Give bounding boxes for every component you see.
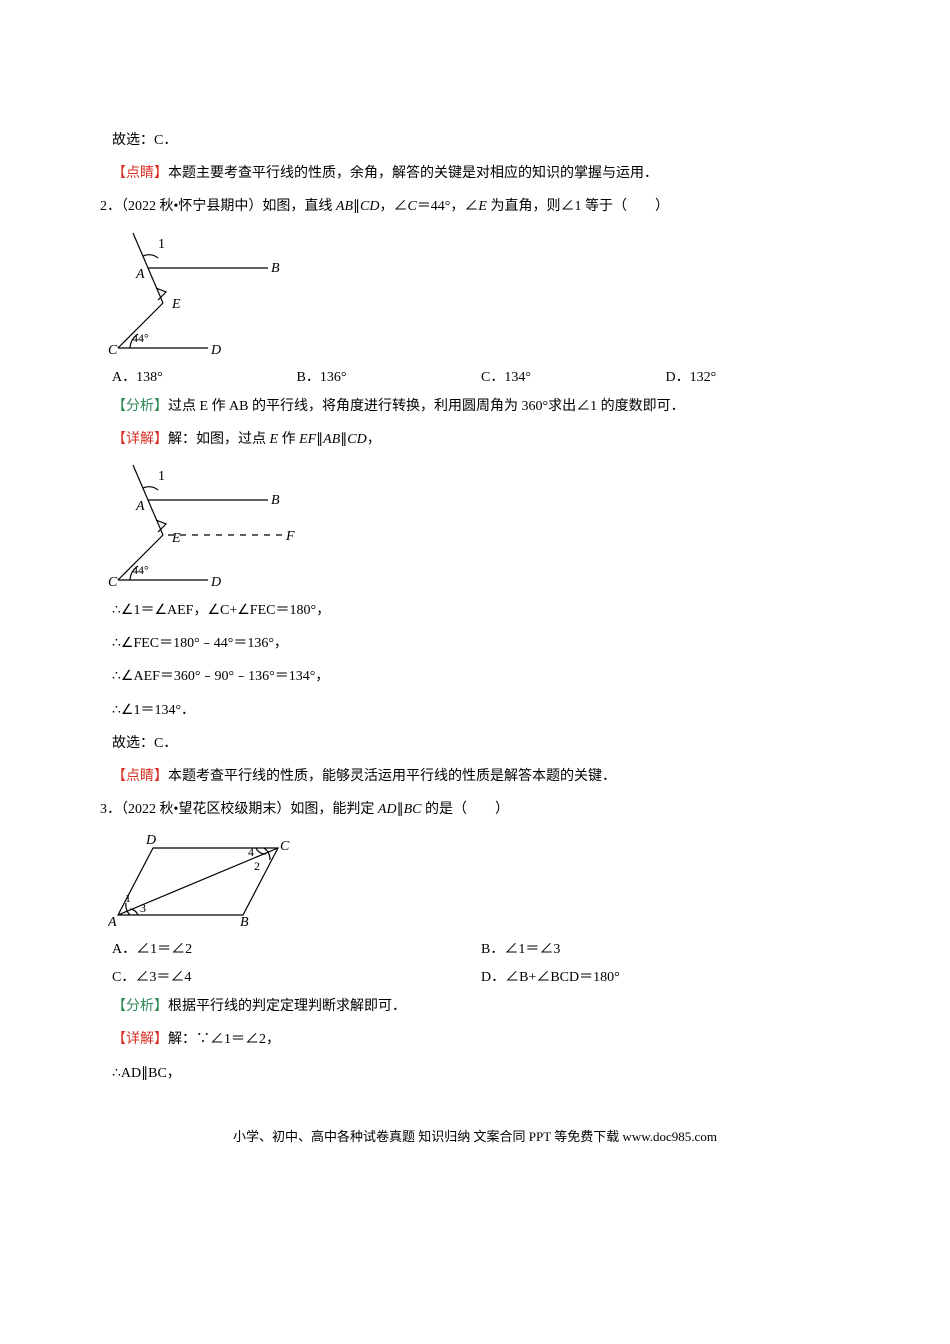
xjt-EF: EF	[299, 432, 316, 447]
q2-stem: 2．（2022 秋•怀宁县期中）如图，直线 AB∥CD，∠C＝44°，∠E 为直…	[100, 194, 850, 219]
lbl2-B: B	[271, 493, 280, 508]
fenxi-text: 过点 E 作 AB 的平行线，将角度进行转换，利用圆周角为 360°求出∠1 的…	[168, 399, 685, 414]
xiangjie-label: 【详解】	[112, 432, 168, 447]
q2-opt-c: C．134°	[481, 366, 666, 386]
q2-figure2: 1 A B E F C D 44°	[108, 460, 308, 590]
q3-lbl-D: D	[145, 833, 156, 848]
xjt-b: 作	[278, 432, 299, 447]
q2-figure1: 1 A B E C D 44°	[108, 228, 288, 358]
q3-lbl-A: A	[108, 915, 117, 930]
q2-cvar: C	[407, 199, 416, 214]
q2-conclusion: 故选：C．	[112, 731, 850, 756]
q3-stem-c: 的是（ ）	[421, 802, 509, 817]
q2-opt-a: A．138°	[112, 366, 297, 386]
q3-step1: ∴AD∥BC，	[112, 1061, 850, 1086]
q3-opt-a: A．∠1＝∠2	[112, 938, 481, 958]
q2-step2: ∴∠FEC＝180°﹣44°＝136°，	[112, 631, 850, 656]
q3-xiangjie-a: 解：∵∠1＝∠2，	[168, 1032, 280, 1047]
lbl2-C: C	[108, 575, 118, 590]
q2-options: A．138° B．136° C．134° D．132°	[112, 366, 850, 386]
q3-lbl-C: C	[280, 839, 290, 854]
q3-AD: AD	[378, 802, 397, 817]
q2-stem-c: ，∠	[379, 199, 407, 214]
xjt-E: E	[270, 432, 279, 447]
q2-step4: ∴∠1＝134°．	[112, 698, 850, 723]
q3-fenxi: 【分析】根据平行线的判定定理判断求解即可．	[112, 994, 850, 1019]
q3-fenxi-text: 根据平行线的判定定理判断求解即可．	[168, 999, 406, 1014]
lbl-1: 1	[158, 237, 165, 252]
lbl-C: C	[108, 343, 118, 358]
q2-stem-a: （2022 秋•怀宁县期中）如图，直线	[121, 199, 336, 214]
q3-opt-b: B．∠1＝∠3	[481, 938, 850, 958]
xjt-e: ，	[367, 432, 381, 447]
q3-n1: 1	[125, 891, 131, 905]
q3-lbl-B: B	[240, 915, 249, 930]
q3-fenxi-label: 【分析】	[112, 999, 168, 1014]
fenxi-label: 【分析】	[112, 399, 168, 414]
lbl-B: B	[271, 261, 280, 276]
q2-opt-b: B．136°	[297, 366, 482, 386]
q2-ab: AB	[336, 199, 353, 214]
q2-dianjing: 【点睛】本题考查平行线的性质，能够灵活运用平行线的性质是解答本题的关键．	[112, 764, 850, 789]
lbl2-1: 1	[158, 469, 165, 484]
dianjing2-text: 本题考查平行线的性质，能够灵活运用平行线的性质是解答本题的关键．	[168, 769, 616, 784]
q2-num: 2．	[100, 199, 121, 214]
q3-n2: 2	[254, 859, 260, 873]
q2-opt-d: D．132°	[666, 366, 851, 386]
lbl-E: E	[171, 297, 181, 312]
lbl2-F: F	[285, 529, 295, 544]
q2-cd: CD	[360, 199, 379, 214]
dianjing-label: 【点睛】	[112, 166, 168, 181]
q2-evar: E	[478, 199, 487, 214]
q2-stem-d: ＝44°，∠	[417, 199, 479, 214]
q3-options-row1: A．∠1＝∠2 B．∠1＝∠3	[112, 938, 850, 958]
q3-xiangjie: 【详解】解：∵∠1＝∠2，	[112, 1027, 850, 1052]
q2-step1: ∴∠1＝∠AEF，∠C+∠FEC＝180°，	[112, 598, 850, 623]
q1-conclusion: 故选：C．	[112, 128, 850, 153]
q3-stem: 3．（2022 秋•望花区校级期末）如图，能判定 AD∥BC 的是（ ）	[100, 797, 850, 822]
q3-stem-a: （2022 秋•望花区校级期末）如图，能判定	[121, 802, 378, 817]
q2-xiangjie: 【详解】解：如图，过点 E 作 EF∥AB∥CD，	[112, 427, 850, 452]
q2-step3: ∴∠AEF＝360°﹣90°﹣136°＝134°，	[112, 664, 850, 689]
q3-options-row2: C．∠3＝∠4 D．∠B+∠BCD＝180°	[112, 966, 850, 986]
xjt-a: 解：如图，过点	[168, 432, 270, 447]
q3-opt-c: C．∠3＝∠4	[112, 966, 481, 986]
page-footer: 小学、初中、高中各种试卷真题 知识归纳 文案合同 PPT 等免费下载 www.d…	[100, 1126, 850, 1145]
q3-opt-d: D．∠B+∠BCD＝180°	[481, 966, 850, 986]
lbl-A: A	[135, 267, 145, 282]
q3-xiangjie-label: 【详解】	[112, 1032, 168, 1047]
q2-fenxi: 【分析】过点 E 作 AB 的平行线，将角度进行转换，利用圆周角为 360°求出…	[112, 394, 850, 419]
q3-num: 3．	[100, 802, 121, 817]
q2-stem-e: 为直角，则∠1 等于（ ）	[487, 199, 669, 214]
lbl2-E: E	[171, 531, 181, 546]
q3-stem-b: ∥	[397, 802, 404, 817]
lbl2-ang: 44°	[132, 563, 149, 577]
dianjing-text: 本题主要考查平行线的性质，余角，解答的关键是对相应的知识的掌握与运用．	[168, 166, 658, 181]
q3-figure: A B C D 1 3 2 4	[108, 830, 298, 930]
q3-n4: 4	[248, 845, 254, 859]
q3-n3: 3	[140, 901, 146, 915]
lbl2-A: A	[135, 499, 145, 514]
xjt-AB: AB	[323, 432, 340, 447]
lbl-D: D	[210, 343, 221, 358]
xjt-CD: CD	[347, 432, 366, 447]
lbl-ang: 44°	[132, 331, 149, 345]
q3-BC: BC	[404, 802, 422, 817]
q1-dianjing: 【点睛】本题主要考查平行线的性质，余角，解答的关键是对相应的知识的掌握与运用．	[112, 161, 850, 186]
q2-stem-b: ∥	[353, 199, 360, 214]
dianjing2-label: 【点睛】	[112, 769, 168, 784]
lbl2-D: D	[210, 575, 221, 590]
